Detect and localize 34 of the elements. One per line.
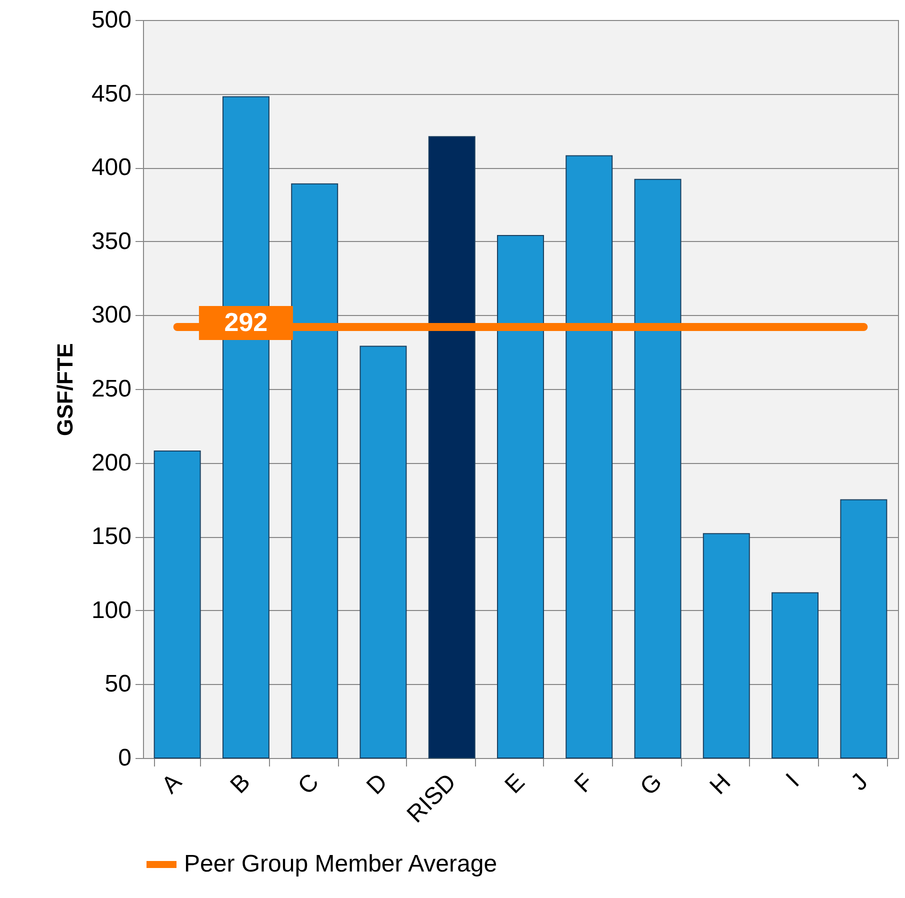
bar <box>497 234 544 758</box>
bar <box>428 136 476 758</box>
x-tick-label: D <box>362 768 393 800</box>
bar <box>840 499 888 758</box>
y-tick-label: 300 <box>91 302 132 329</box>
x-tick-label: G <box>635 768 668 801</box>
x-tick-label: J <box>846 768 874 796</box>
x-tick-label: F <box>569 768 599 798</box>
y-tick-label: 150 <box>91 523 132 550</box>
x-tick-label: H <box>704 768 736 800</box>
y-axis-title: GSF/FTE <box>52 343 78 436</box>
bar <box>702 533 750 758</box>
y-tick-label: 0 <box>118 744 132 772</box>
bar <box>360 346 407 758</box>
y-tick-label: 450 <box>91 80 132 108</box>
bar <box>291 183 338 758</box>
x-tick-label: B <box>225 768 256 800</box>
x-tick-label: E <box>500 768 530 800</box>
legend-label: Peer Group Member Average <box>184 850 498 878</box>
x-tick-label: C <box>292 768 324 800</box>
bar <box>634 178 682 758</box>
y-tick-label: 500 <box>91 6 132 34</box>
y-tick-label: 350 <box>91 228 132 255</box>
bar <box>772 592 819 758</box>
y-tick-label: 250 <box>91 376 132 402</box>
y-tick-label: 100 <box>91 596 132 624</box>
data-label: 292 <box>224 307 268 338</box>
y-tick-label: 400 <box>91 154 132 182</box>
bar <box>566 155 613 758</box>
x-tick-label: I <box>780 768 805 792</box>
y-tick-label: 200 <box>91 449 132 476</box>
bar <box>154 450 201 758</box>
y-tick-label: 50 <box>104 670 132 698</box>
x-tick-label: A <box>156 768 188 800</box>
